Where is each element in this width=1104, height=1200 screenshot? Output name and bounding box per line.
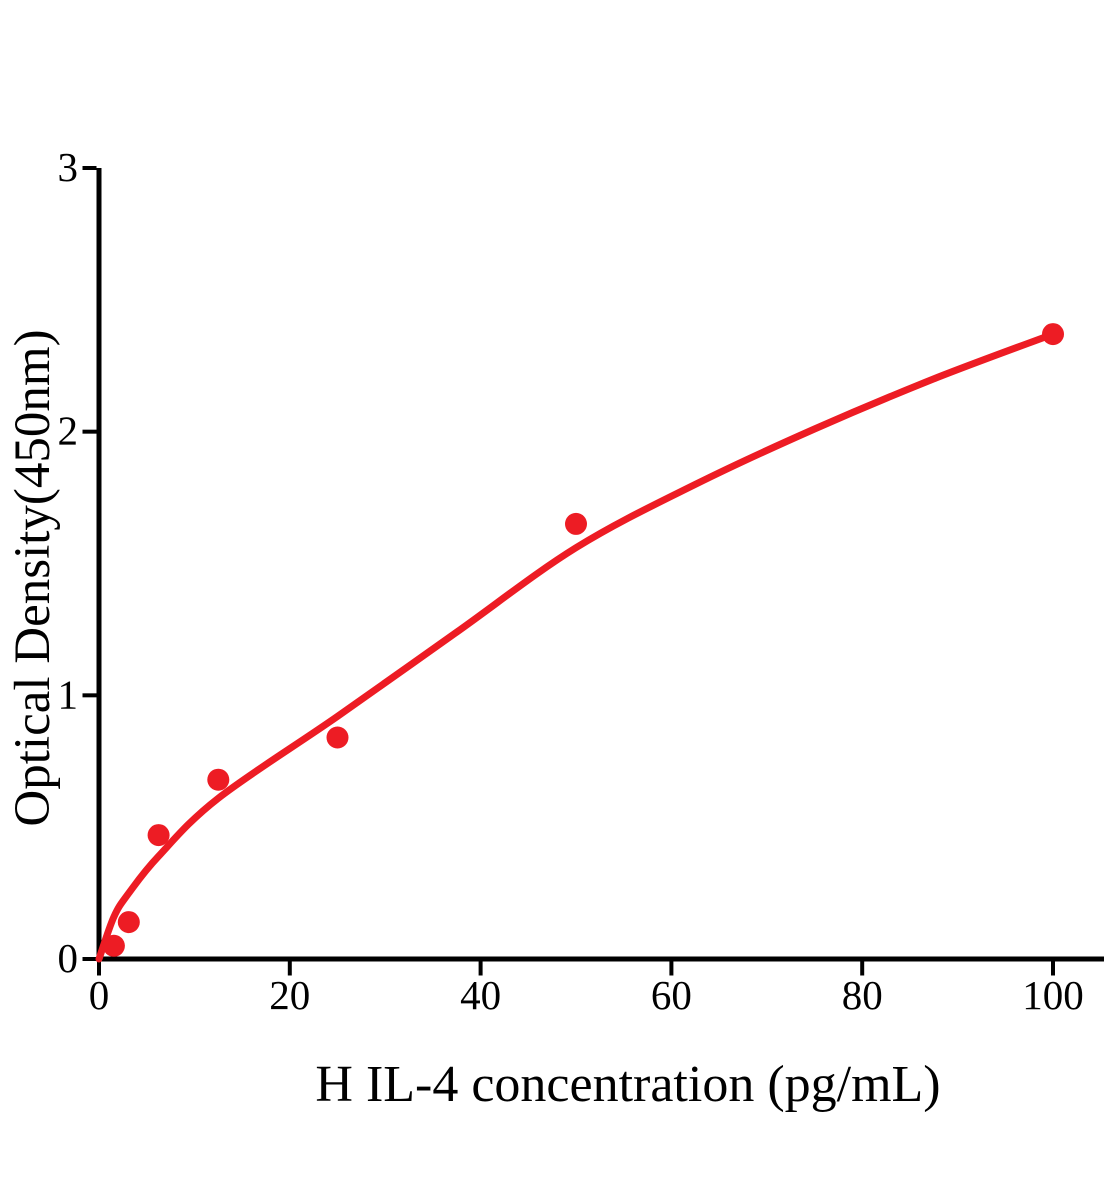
x-tick-label: 20: [269, 972, 310, 1018]
y-axis-title: Optical Density(450nm): [4, 329, 61, 827]
y-tick-label: 3: [58, 144, 79, 190]
data-point: [326, 726, 349, 749]
x-axis-title: H IL-4 concentration (pg/mL): [315, 1056, 941, 1113]
data-point: [102, 934, 125, 957]
data-point: [1042, 323, 1064, 346]
x-tick-label: 80: [842, 972, 883, 1018]
x-tick-label: 60: [651, 972, 692, 1018]
data-point: [147, 824, 170, 847]
data-point: [207, 768, 230, 791]
fit-curve: [95, 330, 1057, 963]
data-point: [565, 512, 587, 535]
x-tick-label: 0: [89, 972, 110, 1018]
y-tick-label: 2: [58, 408, 79, 454]
data-point: [117, 911, 140, 934]
x-tick-label: 100: [1022, 972, 1084, 1018]
y-tick-label: 1: [58, 671, 79, 717]
y-tick-label: 0: [58, 935, 79, 981]
x-tick-label: 40: [460, 972, 501, 1018]
